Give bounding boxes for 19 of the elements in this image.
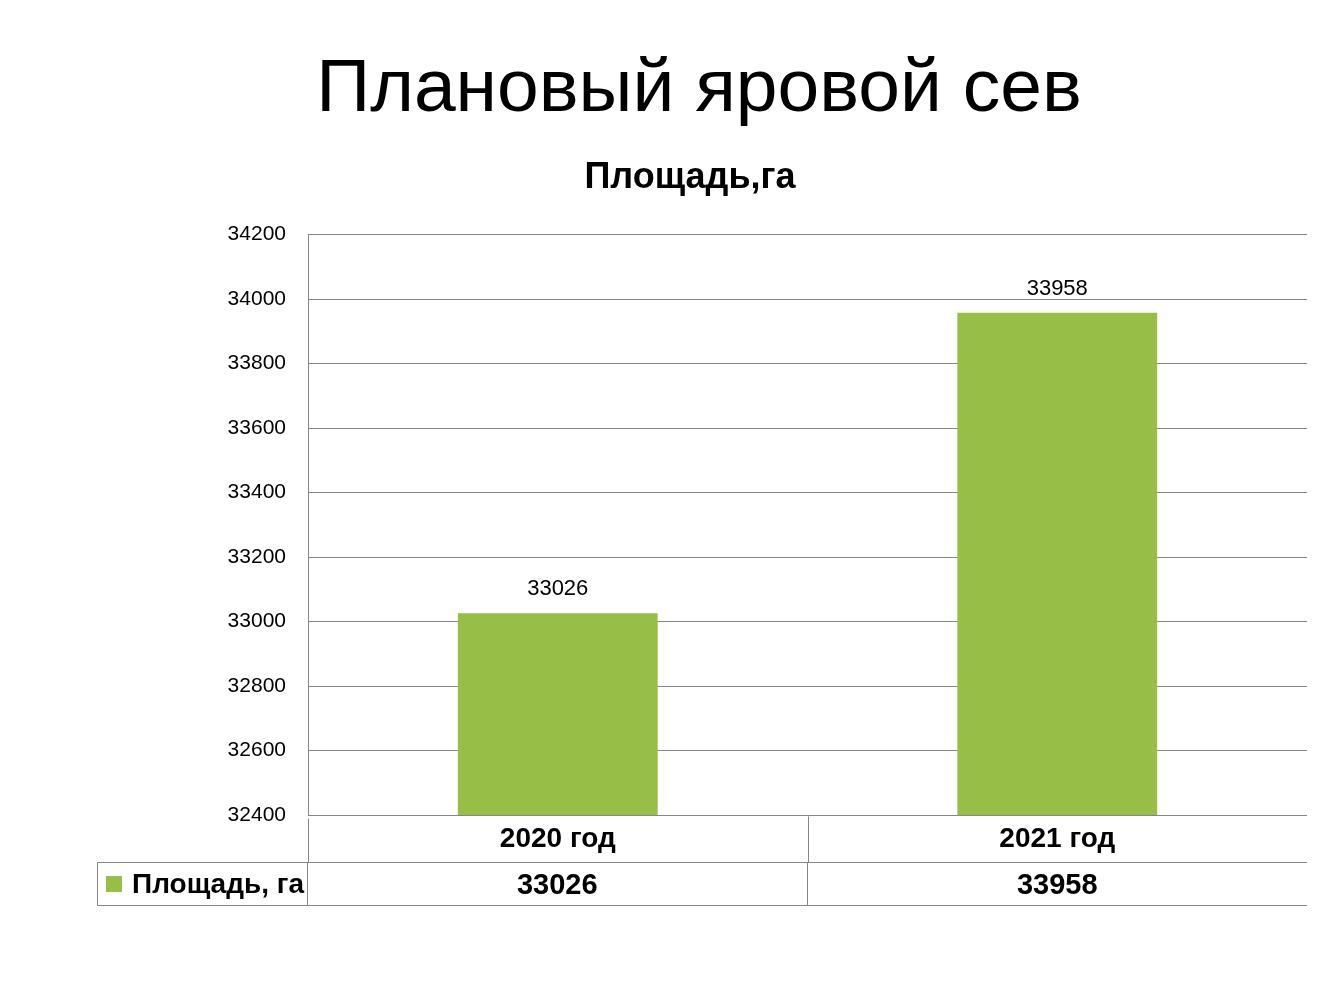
annotation: 33958 [1026, 274, 1088, 300]
y-tick-label: 32600 [227, 737, 286, 761]
x-tick-label: 2020 год [499, 821, 616, 853]
y-tick-label: 33600 [227, 414, 286, 438]
y-tick-label: 34200 [227, 221, 286, 245]
chart-title: Плановый яровой сев [315, 42, 1083, 128]
chart-subtitle: Площадь,га [583, 155, 797, 196]
data-label: 33958 [1016, 867, 1098, 901]
data-label: 33026 [516, 867, 598, 901]
y-tick-label: 32400 [227, 801, 286, 825]
annotation: 33026 [527, 575, 589, 601]
y-tick-label: 33000 [227, 608, 286, 632]
legend-label: Площадь, га [132, 868, 304, 900]
x-tick-label: 2021 год [999, 821, 1116, 853]
y-tick-label: 33400 [227, 479, 286, 503]
y-tick-label: 34000 [227, 285, 286, 309]
y-tick-label: 33800 [227, 350, 286, 374]
y-tick-label: 32800 [227, 672, 286, 696]
y-tick-label: 33200 [227, 543, 286, 567]
